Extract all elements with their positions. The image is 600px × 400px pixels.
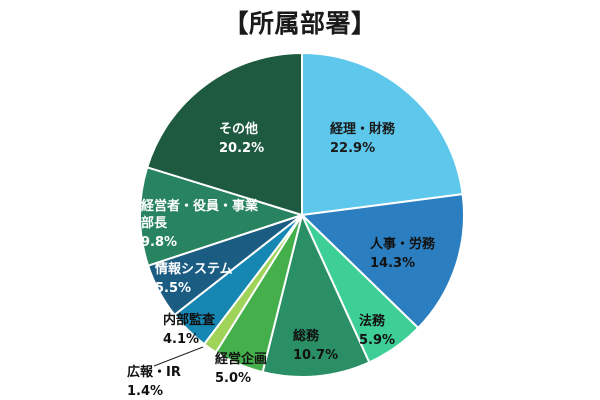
slice-value-label: 4.1% xyxy=(163,332,199,347)
slice-value-label: 1.4% xyxy=(127,384,163,399)
leader-line xyxy=(153,346,204,367)
slice-category-label: 人事・労務 xyxy=(370,236,436,252)
slice-value-label: 5.5% xyxy=(155,281,191,296)
slice-value-label: 5.9% xyxy=(359,333,395,348)
slice-value-label: 5.0% xyxy=(215,371,251,386)
slice-category-label: 経営者・役員・事業部長 xyxy=(141,198,259,231)
slice-value-label: 10.7% xyxy=(293,348,338,363)
pie-slice xyxy=(301,51,464,217)
pie-slice xyxy=(139,166,306,267)
slice-category-label: 経理・財務 xyxy=(330,121,396,137)
slice-category-label: 情報システム xyxy=(155,261,233,277)
slice-category-label: 広報・IR xyxy=(127,364,181,380)
slice-value-label: 9.8% xyxy=(141,235,177,250)
slice-category-label: 法務 xyxy=(359,313,386,329)
slice-value-label: 14.3% xyxy=(370,256,415,271)
chart-title: 【所属部署】 xyxy=(223,9,377,38)
pie-slice xyxy=(261,211,371,378)
slice-category-label: その他 xyxy=(219,121,258,137)
slice-value-label: 22.9% xyxy=(330,141,375,156)
slice-value-label: 20.2% xyxy=(219,141,264,156)
slice-category-label: 経営企画 xyxy=(215,351,267,367)
slice-category-label: 総務 xyxy=(293,328,320,344)
pie-slice xyxy=(145,51,303,217)
pie-slice xyxy=(299,193,465,330)
slice-category-label: 内部監査 xyxy=(163,312,216,328)
